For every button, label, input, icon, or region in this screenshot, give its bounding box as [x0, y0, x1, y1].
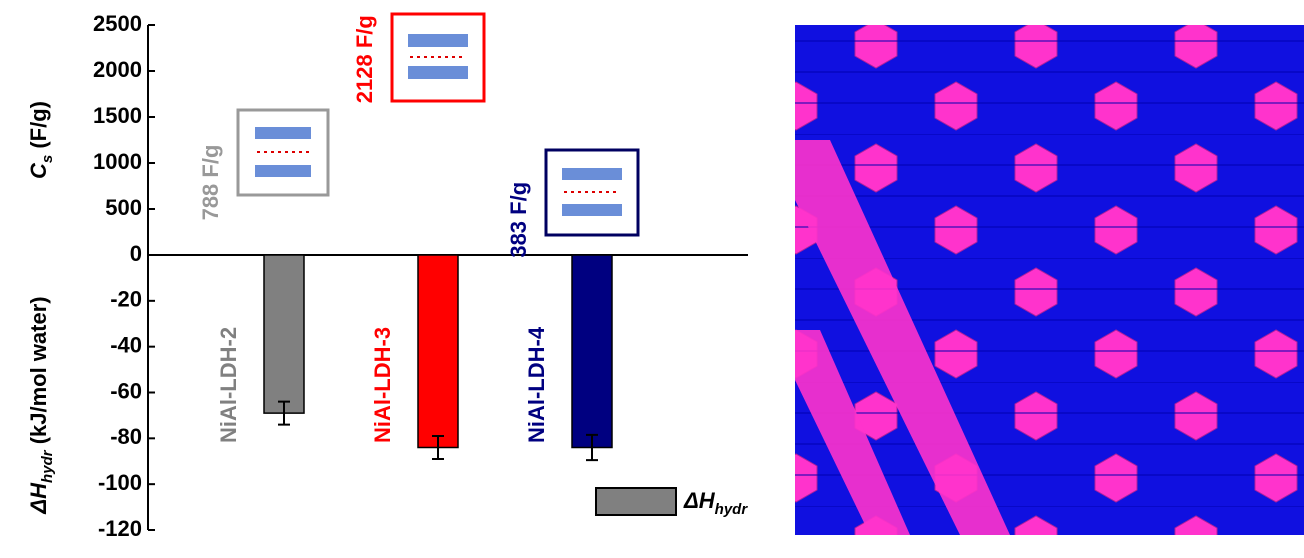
insets [236, 12, 640, 237]
value-label: 2128 F/g [352, 15, 377, 103]
error-bar [586, 433, 598, 462]
y-tick-label: -60 [110, 378, 142, 403]
image-stripe [795, 140, 1010, 535]
value-label: 788 F/g [198, 145, 223, 221]
category-label: NiAl-LDH-2 [216, 327, 241, 443]
label-part: hydr [39, 449, 56, 483]
y2-tick-label: 1000 [93, 149, 142, 174]
y2-tick-label: 2500 [93, 11, 142, 36]
structure-image [795, 25, 1304, 535]
inset-layer [255, 127, 311, 139]
legend-label: ΔHhydr [683, 488, 748, 519]
inset-layer [255, 165, 311, 177]
error-bar [432, 435, 444, 460]
y-tick-label: -40 [110, 332, 142, 357]
y-tick-label: -120 [98, 516, 142, 541]
inset-layer [562, 204, 622, 216]
legend: ΔHhydr [595, 487, 748, 519]
legend-part: hydr [715, 501, 749, 518]
category-label: NiAl-LDH-3 [370, 327, 395, 443]
y-tick-label: -20 [110, 287, 142, 312]
label-part: s [39, 155, 56, 163]
label-part: ΔH [26, 482, 51, 515]
inset-layer [408, 66, 468, 79]
y-axis-label: ΔHhydr (kJ/mol water) [26, 296, 57, 514]
label-part: (kJ/mol water) [26, 296, 51, 450]
bar [417, 254, 459, 449]
y2-tick-label: 500 [105, 195, 142, 220]
y2-tick-label: 1500 [93, 103, 142, 128]
y2-axis-label: Cs (F/g) [26, 101, 57, 179]
label-part: (F/g) [26, 101, 51, 155]
y-tick-label: -80 [110, 424, 142, 449]
value-label: 383 F/g [506, 182, 531, 258]
inset-layer [562, 168, 622, 180]
image-stripe [795, 330, 910, 535]
legend-part: ΔH [683, 488, 716, 513]
inset-box [236, 108, 330, 197]
y-tick-label: 0 [130, 241, 142, 266]
error-bar [278, 400, 290, 426]
legend-swatch [595, 487, 677, 516]
inset-layer [408, 34, 468, 47]
bar [263, 254, 305, 414]
category-label: NiAl-LDH-4 [524, 326, 549, 443]
bar [571, 254, 613, 449]
y-tick-label: -100 [98, 470, 142, 495]
y2-tick-label: 2000 [93, 57, 142, 82]
label-part: C [26, 162, 51, 179]
